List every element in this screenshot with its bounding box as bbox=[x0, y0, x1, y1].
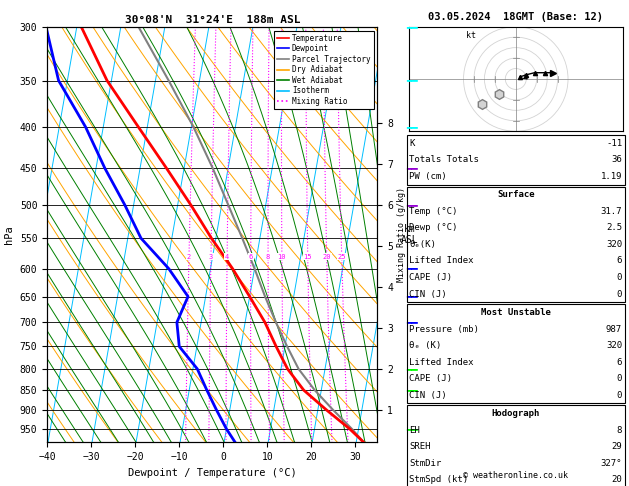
Text: Pressure (mb): Pressure (mb) bbox=[409, 325, 479, 333]
Text: 0: 0 bbox=[616, 273, 622, 282]
Text: 31.7: 31.7 bbox=[601, 207, 622, 216]
Text: 327°: 327° bbox=[601, 459, 622, 468]
Text: Lifted Index: Lifted Index bbox=[409, 358, 474, 366]
Text: Mixing Ratio (g/kg): Mixing Ratio (g/kg) bbox=[397, 187, 406, 282]
Text: 1.19: 1.19 bbox=[601, 172, 622, 181]
Text: ━━: ━━ bbox=[406, 263, 418, 274]
Text: 20: 20 bbox=[611, 475, 622, 484]
Text: ━━: ━━ bbox=[406, 122, 418, 132]
Text: ━━: ━━ bbox=[406, 385, 418, 395]
Text: 6: 6 bbox=[248, 254, 253, 260]
Text: © weatheronline.co.uk: © weatheronline.co.uk bbox=[464, 471, 568, 480]
Text: ━━: ━━ bbox=[406, 317, 418, 328]
Text: CAPE (J): CAPE (J) bbox=[409, 273, 452, 282]
Text: ━━: ━━ bbox=[406, 200, 418, 210]
Text: Temp (°C): Temp (°C) bbox=[409, 207, 458, 216]
Text: 03.05.2024  18GMT (Base: 12): 03.05.2024 18GMT (Base: 12) bbox=[428, 12, 603, 22]
Text: ━━: ━━ bbox=[406, 163, 418, 173]
Text: SREH: SREH bbox=[409, 442, 431, 451]
Text: CAPE (J): CAPE (J) bbox=[409, 374, 452, 383]
Text: Hodograph: Hodograph bbox=[492, 409, 540, 418]
Text: 320: 320 bbox=[606, 341, 622, 350]
Text: 29: 29 bbox=[611, 442, 622, 451]
Text: 8: 8 bbox=[616, 426, 622, 434]
Text: -11: -11 bbox=[606, 139, 622, 148]
Text: ━━: ━━ bbox=[406, 364, 418, 374]
Text: CIN (J): CIN (J) bbox=[409, 290, 447, 298]
Text: 320: 320 bbox=[606, 240, 622, 249]
Text: 3: 3 bbox=[209, 254, 213, 260]
Text: θₑ (K): θₑ (K) bbox=[409, 341, 442, 350]
Text: PW (cm): PW (cm) bbox=[409, 172, 447, 181]
Text: Dewp (°C): Dewp (°C) bbox=[409, 224, 458, 232]
Text: 6: 6 bbox=[616, 358, 622, 366]
Y-axis label: hPa: hPa bbox=[4, 225, 14, 244]
Text: CIN (J): CIN (J) bbox=[409, 391, 447, 399]
Text: Lifted Index: Lifted Index bbox=[409, 257, 474, 265]
Text: StmSpd (kt): StmSpd (kt) bbox=[409, 475, 469, 484]
Text: 987: 987 bbox=[606, 325, 622, 333]
Text: 2.5: 2.5 bbox=[606, 224, 622, 232]
Text: ━━: ━━ bbox=[406, 22, 418, 32]
Text: Surface: Surface bbox=[497, 191, 535, 199]
Text: 15: 15 bbox=[303, 254, 312, 260]
Text: Most Unstable: Most Unstable bbox=[481, 308, 551, 317]
X-axis label: Dewpoint / Temperature (°C): Dewpoint / Temperature (°C) bbox=[128, 468, 297, 478]
Text: ━━: ━━ bbox=[406, 424, 418, 434]
Text: StmDir: StmDir bbox=[409, 459, 442, 468]
Text: 4: 4 bbox=[225, 254, 229, 260]
Text: 20: 20 bbox=[323, 254, 331, 260]
Text: 6: 6 bbox=[616, 257, 622, 265]
Text: 25: 25 bbox=[338, 254, 346, 260]
Text: kt: kt bbox=[465, 31, 476, 40]
Text: K: K bbox=[409, 139, 415, 148]
Text: 10: 10 bbox=[277, 254, 286, 260]
Text: 2: 2 bbox=[187, 254, 191, 260]
Text: 0: 0 bbox=[616, 290, 622, 298]
Text: Totals Totals: Totals Totals bbox=[409, 156, 479, 164]
Text: 8: 8 bbox=[266, 254, 270, 260]
Text: 0: 0 bbox=[616, 391, 622, 399]
Text: EH: EH bbox=[409, 426, 420, 434]
Text: ━━: ━━ bbox=[406, 292, 418, 301]
Text: θₑ(K): θₑ(K) bbox=[409, 240, 437, 249]
Title: 30°08'N  31°24'E  188m ASL: 30°08'N 31°24'E 188m ASL bbox=[125, 15, 300, 25]
Legend: Temperature, Dewpoint, Parcel Trajectory, Dry Adiabat, Wet Adiabat, Isotherm, Mi: Temperature, Dewpoint, Parcel Trajectory… bbox=[274, 31, 374, 109]
Text: 36: 36 bbox=[611, 156, 622, 164]
Text: 0: 0 bbox=[616, 374, 622, 383]
Y-axis label: km
ASL: km ASL bbox=[401, 224, 418, 245]
Text: ━━: ━━ bbox=[406, 75, 418, 86]
